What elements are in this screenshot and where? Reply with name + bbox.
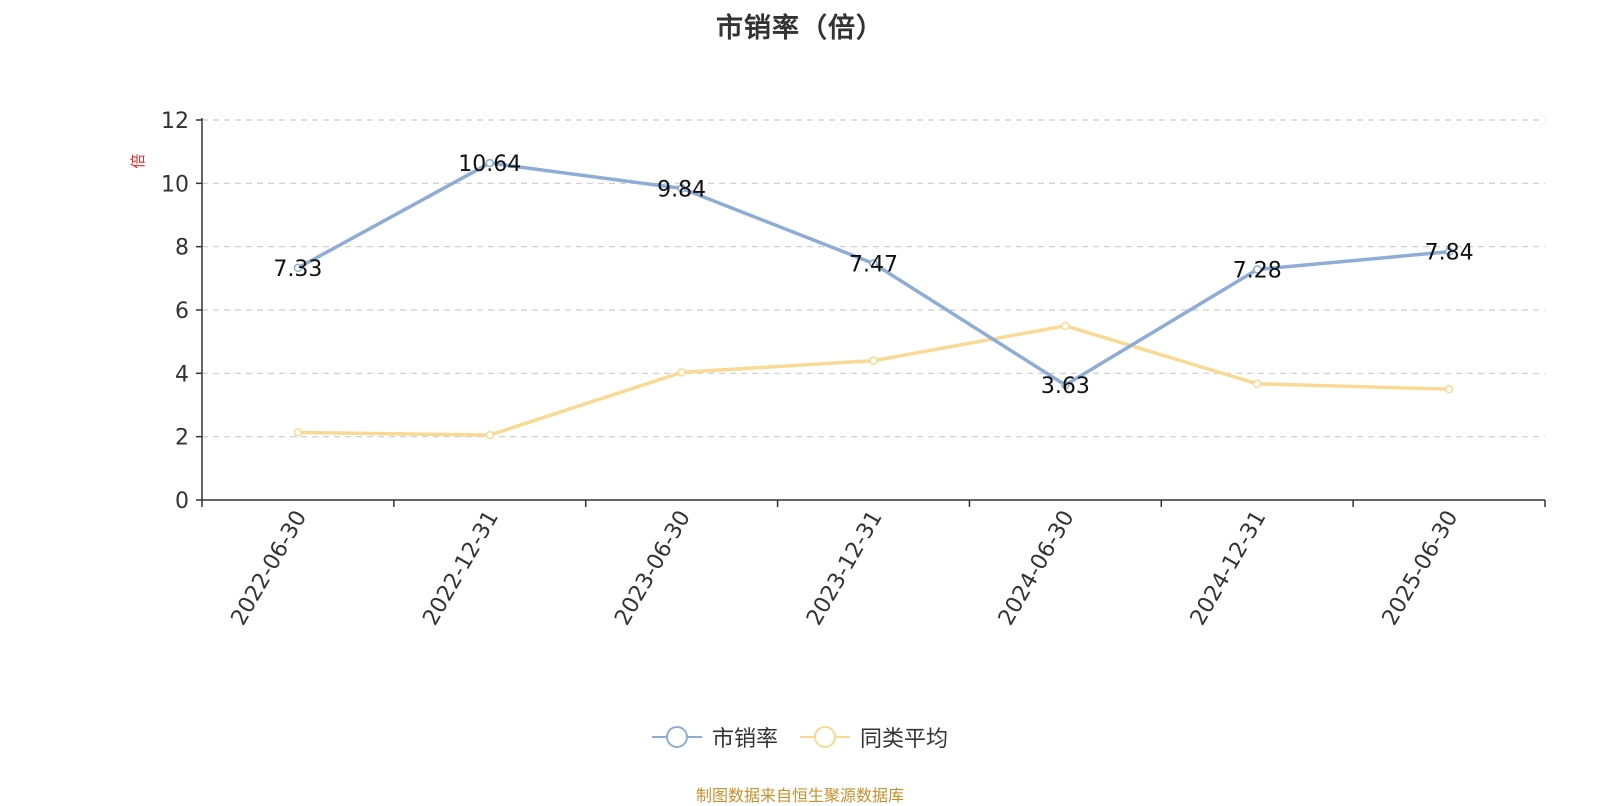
axis-layer: 0 2 4 6 8 10 12 倍 2022-06-30 2022-12-31 2023-06-30…	[129, 109, 1546, 630]
chart-title: 市销率（倍）	[716, 13, 884, 44]
legend: 市销率 同类平均	[0, 721, 1600, 753]
data-label: 10.64	[458, 152, 521, 177]
x-tick-label: 2023-06-30	[610, 507, 696, 630]
data-point-0	[1061, 380, 1070, 390]
y-tick-label: 0	[175, 489, 189, 514]
data-point-1	[1252, 379, 1262, 389]
series-line-1	[296, 324, 1451, 437]
legend-item-series-avg[interactable]: 同类平均	[800, 721, 948, 753]
legend-label-series-avg: 同类平均	[860, 727, 949, 752]
legend-item-series-main[interactable]: 市销率	[651, 721, 778, 753]
data-point-1	[869, 356, 878, 365]
x-tick-label: 2022-12-31	[418, 507, 504, 630]
data-point-0	[293, 263, 303, 273]
data-label: 7.33	[273, 257, 322, 282]
y-tick-label: 2	[175, 426, 189, 451]
source-note: 制图数据来自恒生聚源数据库	[695, 786, 904, 805]
data-point-1	[485, 430, 495, 440]
data-point-1	[293, 428, 303, 437]
data-point-0	[1252, 265, 1262, 274]
x-tick-label: 2025-06-30	[1378, 507, 1464, 630]
legend-label-series-main: 市销率	[711, 727, 778, 752]
label-layer: 7.33 10.64 9.84 7.47 3.63 7.28 7.84	[273, 152, 1473, 399]
grid-layer	[202, 119, 1545, 438]
data-point-1	[677, 368, 686, 377]
legend-marker-series-avg	[800, 726, 850, 748]
y-tick-label: 12	[161, 109, 189, 134]
data-point-0	[485, 158, 495, 168]
y-tick-label: 4	[175, 362, 189, 387]
data-label: 3.63	[1041, 374, 1090, 399]
x-tick-label: 2024-12-31	[1186, 507, 1272, 630]
y-tick-label: 10	[161, 172, 189, 197]
data-point-1	[1444, 384, 1454, 394]
data-point-0	[677, 184, 686, 193]
legend-marker-series-main	[651, 726, 702, 748]
x-tick-label: 2024-06-30	[994, 507, 1080, 630]
x-tick-label: 2023-12-31	[802, 507, 888, 630]
data-label: 7.28	[1233, 258, 1282, 283]
data-point-0	[869, 259, 878, 268]
y-axis-unit-label: 倍	[129, 154, 147, 169]
x-tick-label: 2022-06-30	[227, 507, 313, 630]
data-label: 9.84	[657, 177, 706, 202]
data-point-1	[1061, 321, 1070, 331]
data-label: 7.84	[1425, 241, 1474, 266]
data-point-0	[1444, 247, 1454, 256]
data-label: 7.47	[849, 252, 898, 277]
y-tick-label: 6	[175, 299, 189, 324]
series-layer	[293, 158, 1454, 440]
y-tick-label: 8	[175, 236, 189, 261]
